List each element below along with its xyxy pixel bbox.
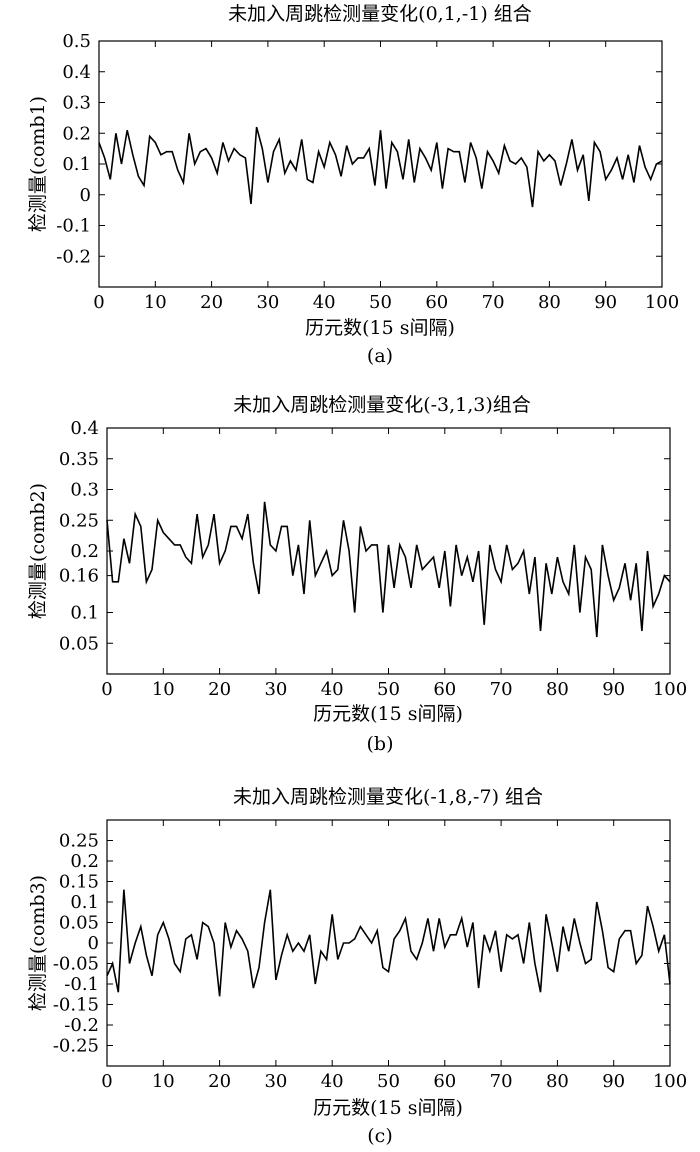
chart-c-xtick-label: 40 (321, 1071, 344, 1092)
chart-c-xtick-label: 30 (264, 1071, 287, 1092)
chart-b-xtick-label: 20 (208, 679, 231, 700)
chart-b-xtick-label: 90 (602, 679, 625, 700)
chart-a-title: 未加入周跳检测量变化(0,1,-1) 组合 (228, 3, 532, 25)
chart-a-ylabel: 检测量(comb1) (27, 96, 49, 232)
chart-a-ytick-label: -0.2 (56, 246, 91, 267)
chart-a-xtick-label: 90 (594, 292, 617, 313)
chart-c-ytick-label: -0.2 (64, 1015, 99, 1036)
chart-c-ytick-label: -0.05 (53, 954, 99, 975)
chart-a-ytick-label: 0 (80, 185, 91, 206)
chart-c-ytick-label: -0.1 (64, 974, 99, 995)
chart-b-caption: (b) (367, 733, 394, 755)
chart-c-ytick-label: 0.2 (70, 851, 99, 872)
chart-c-ytick-label: -0.15 (53, 995, 99, 1016)
chart-c-ytick-label: -0.25 (53, 1036, 99, 1057)
chart-b-ytick-label: 0.4 (70, 418, 99, 439)
chart-b-ytick-label: 0.1 (70, 603, 99, 624)
chart-a-xlabel: 历元数(15 s间隔) (305, 317, 455, 339)
chart-c-xtick-label: 90 (602, 1071, 625, 1092)
chart-b-ytick-label: 0.3 (70, 480, 99, 501)
chart-c-xtick-label: 100 (653, 1071, 687, 1092)
chart-b-xtick-label: 70 (490, 679, 513, 700)
chart-b-xtick-label: 10 (152, 679, 175, 700)
chart-c-frame (106, 819, 671, 1067)
chart-b-ytick-label: 0.05 (59, 633, 99, 654)
chart-a-xtick-label: 40 (313, 292, 336, 313)
chart-c-xlabel: 历元数(15 s间隔) (313, 1097, 463, 1119)
chart-b-xtick-label: 100 (653, 679, 687, 700)
chart-a-xtick-label: 100 (645, 292, 679, 313)
chart-a-ytick-label: 0.5 (62, 31, 91, 52)
chart-b-xtick-label: 30 (264, 679, 287, 700)
chart-b-ytick-label: 0.35 (59, 449, 99, 470)
chart-a-xtick-label: 0 (93, 292, 104, 313)
chart-b-ylabel: 检测量(comb2) (27, 483, 49, 619)
chart-a-xtick-label: 70 (482, 292, 505, 313)
chart-c-xtick-label: 0 (101, 1071, 112, 1092)
chart-c-caption: (c) (367, 1125, 392, 1147)
chart-a-xtick-label: 80 (538, 292, 561, 313)
chart-b-xtick-label: 60 (433, 679, 456, 700)
chart-b-series-line (106, 501, 671, 638)
chart-a-ytick-label: 0.3 (62, 93, 91, 114)
chart-c-ytick-label: 0 (88, 933, 99, 954)
chart-b-ytick-label: 0.2 (70, 541, 99, 562)
chart-a-ytick-label: -0.1 (56, 216, 91, 237)
chart-a-xtick-label: 10 (144, 292, 167, 313)
chart-b-ytick-label: 0.16 (59, 566, 99, 587)
chart-a-xtick-label: 30 (256, 292, 279, 313)
chart-c-ytick-label: 0.25 (59, 831, 99, 852)
chart-a-ytick-label: 0.4 (62, 62, 91, 83)
chart-a-xtick-label: 60 (425, 292, 448, 313)
chart-a-xtick-label: 20 (200, 292, 223, 313)
chart-a-ytick-label: 0.1 (62, 154, 91, 175)
chart-c-ytick-label: 0.15 (59, 872, 99, 893)
chart-b-title: 未加入周跳检测量变化(-3,1,3)组合 (233, 394, 531, 416)
chart-c-xtick-label: 50 (377, 1071, 400, 1092)
chart-c: 未加入周跳检测量变化(-1,8,-7) 组合 0 10 20 30 40 50 60 70 80… (27, 786, 687, 1147)
chart-c-xtick-label: 70 (490, 1071, 513, 1092)
chart-b-xtick-label: 40 (321, 679, 344, 700)
chart-c-ylabel: 检测量(comb3) (27, 875, 49, 1011)
chart-c-ytick-label: 0.1 (70, 892, 99, 913)
chart-a-frame (98, 40, 663, 288)
chart-a-series-line (98, 126, 663, 208)
chart-c-xtick-label: 20 (208, 1071, 231, 1092)
chart-a-xtick-label: 50 (369, 292, 392, 313)
chart-c-title: 未加入周跳检测量变化(-1,8,-7) 组合 (233, 786, 543, 808)
chart-b-xtick-label: 50 (377, 679, 400, 700)
chart-a-ytick-label: 0.2 (62, 123, 91, 144)
chart-b-ytick-label: 0.25 (59, 510, 99, 531)
chart-a-caption: (a) (367, 345, 393, 367)
chart-c-series-line (106, 889, 671, 997)
chart-c-ytick-label: 0.05 (59, 913, 99, 934)
chart-c-xtick-label: 80 (546, 1071, 569, 1092)
chart-c-xtick-label: 10 (152, 1071, 175, 1092)
chart-b: 未加入周跳检测量变化(-3,1,3)组合 0 10 20 30 40 50 60 70 80 90… (27, 394, 687, 755)
chart-a: 未加入周跳检测量变化(0,1,-1) 组合 0 10 20 30 40 50 60 70 80 9… (27, 3, 679, 367)
chart-b-xtick-label: 80 (546, 679, 569, 700)
chart-b-xlabel: 历元数(15 s间隔) (313, 703, 463, 725)
chart-c-xtick-label: 60 (433, 1071, 456, 1092)
chart-b-xtick-label: 0 (101, 679, 112, 700)
